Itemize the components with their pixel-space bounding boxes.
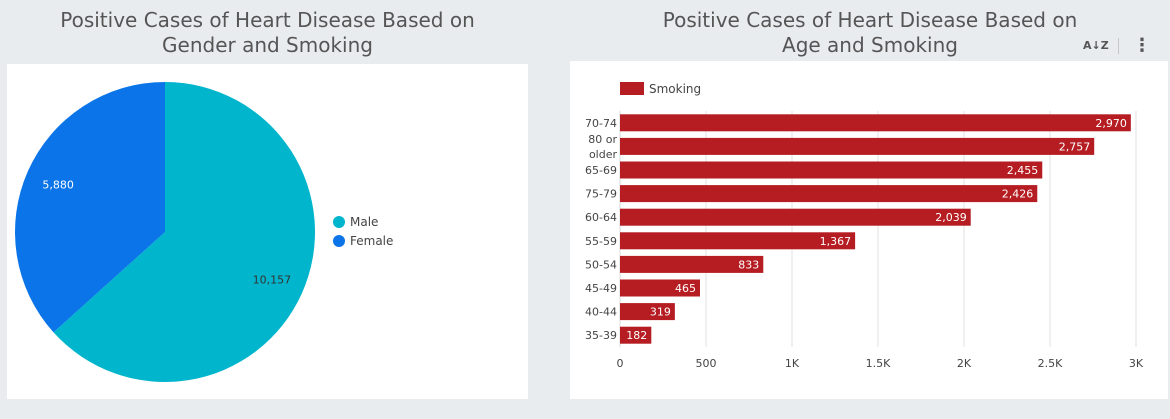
bar-65-69[interactable] — [620, 161, 1043, 179]
bar-value-label: 2,970 — [1095, 117, 1127, 130]
bar-40-44[interactable] — [620, 303, 675, 321]
bar-55-59[interactable] — [620, 232, 856, 250]
y-tick-label: 40-44 — [585, 306, 617, 319]
bar-value-label: 2,757 — [1059, 140, 1091, 153]
bar-value-label: 2,039 — [935, 211, 967, 224]
y-tick-label: 65-69 — [585, 164, 617, 177]
x-tick-label: 2.5K — [1038, 357, 1063, 370]
bar-value-label: 1,367 — [820, 235, 852, 248]
bar-35-39[interactable] — [620, 326, 652, 344]
bar-60-64[interactable] — [620, 208, 971, 226]
x-tick-label: 3K — [1129, 357, 1144, 370]
bar-value-label: 2,426 — [1002, 188, 1034, 201]
bar-value-label: 319 — [650, 306, 671, 319]
bar-chart-panel: Smoking 2,970 70-74 2,757 80 or older 2,455 65-… — [570, 61, 1168, 399]
x-tick-label: 0 — [617, 357, 624, 370]
y-tick-label: 60-64 — [585, 211, 617, 224]
bar-value-label: 2,455 — [1007, 164, 1039, 177]
bar-75-79[interactable] — [620, 185, 1038, 203]
bar-chart: Smoking 2,970 70-74 2,757 80 or older 2,455 65-… — [585, 82, 1144, 370]
pie-slice-female[interactable] — [14, 82, 166, 333]
bar-45-49[interactable] — [620, 279, 700, 297]
legend-male-label[interactable]: Male — [350, 215, 378, 229]
bar-value-label: 465 — [675, 282, 696, 295]
bar-80-or-older[interactable] — [620, 137, 1095, 155]
y-tick-label: 35-39 — [585, 329, 617, 342]
x-tick-label: 1.5K — [866, 357, 891, 370]
y-tick-label: 55-59 — [585, 235, 617, 248]
bar-70-74[interactable] — [620, 114, 1131, 132]
bar-50-54[interactable] — [620, 255, 764, 273]
y-tick-label: 45-49 — [585, 282, 617, 295]
x-tick-label: 2K — [957, 357, 972, 370]
pie-slice-male[interactable] — [53, 82, 315, 382]
y-tick-label: 70-74 — [585, 117, 617, 130]
more-vert-icon[interactable]: ⋮ — [1133, 35, 1151, 56]
pie-slice-label: 10,157 — [253, 274, 292, 287]
legend-female-swatch — [333, 235, 345, 247]
bar-chart-title: Positive Cases of Heart Disease Based on… — [662, 8, 1078, 57]
pie-chart: 10,157 5,880 Male Female — [14, 82, 393, 382]
legend-smoking-swatch — [620, 82, 644, 95]
pie-chart-title: Positive Cases of Heart Disease Based on… — [60, 8, 475, 57]
legend-male-swatch — [333, 216, 345, 228]
toolbar-divider — [1118, 38, 1119, 54]
y-tick-label: 50-54 — [585, 258, 617, 271]
x-tick-label: 1K — [785, 357, 800, 370]
y-tick-label: 80 or older — [588, 133, 617, 161]
y-tick-label: 75-79 — [585, 188, 617, 201]
pie-chart-panel: 10,157 5,880 Male Female — [7, 64, 528, 399]
sort-az-icon[interactable]: A↓Z — [1083, 39, 1109, 52]
bar-value-label: 182 — [626, 329, 647, 342]
legend-smoking-label[interactable]: Smoking — [649, 82, 701, 96]
legend-female-label[interactable]: Female — [350, 234, 393, 248]
bar-value-label: 833 — [738, 258, 759, 271]
x-tick-label: 500 — [696, 357, 717, 370]
pie-slice-label: 5,880 — [42, 178, 74, 191]
